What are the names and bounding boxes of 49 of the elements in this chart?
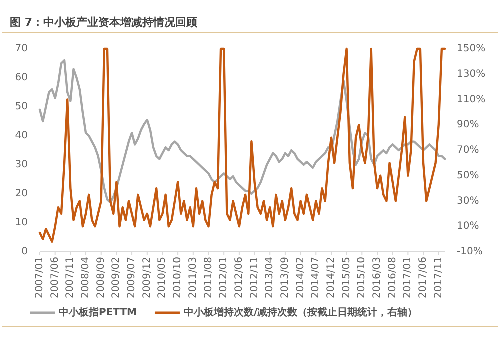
- chart-title: 图 7：中小板产业资本增减持情况回顾: [10, 16, 198, 29]
- x-tick-label: 2011/08: [203, 257, 214, 299]
- x-tick-label: 2014/02: [295, 257, 306, 299]
- x-tick-label: 2012/06: [234, 257, 245, 299]
- x-tick-label: 2013/04: [264, 257, 276, 299]
- y2-tick-label: 70%: [457, 145, 480, 156]
- x-tick-label: 2007/11: [65, 257, 76, 299]
- y2-tick-label: 90%: [457, 120, 480, 131]
- x-tick-label: 2009/12: [142, 257, 153, 299]
- x-tick-label: 2015/05: [341, 257, 352, 299]
- line-series: [38, 60, 446, 204]
- y2-tick-label: 10%: [457, 221, 480, 232]
- x-tick-label: 2012/11: [249, 257, 260, 299]
- y-tick-label: 70: [15, 44, 28, 54]
- x-tick-label: 2017/01: [402, 257, 414, 299]
- x-tick-label: 2009/02: [111, 257, 122, 299]
- x-tick-label: 2008/09: [96, 257, 107, 299]
- legend-label: 中小板增持次数/减持次数（按截止日期统计，右轴）: [184, 306, 418, 318]
- y-tick-label: 20: [15, 188, 28, 200]
- y-tick-label: 60: [15, 72, 28, 84]
- x-tick-label: 2013/09: [280, 257, 291, 299]
- y2-tick-label: 130%: [457, 68, 486, 80]
- y2-tick-label: -10%: [457, 246, 483, 258]
- y-tick-label: 10: [15, 218, 28, 228]
- y2-tick-label: 50%: [457, 170, 480, 182]
- x-tick-label: 2012/01: [218, 257, 230, 299]
- x-tick-label: 2014/07: [310, 257, 322, 299]
- x-tick-label: 2010/10: [172, 257, 184, 299]
- x-tick-label: 2015/10: [356, 257, 368, 299]
- x-tick-label: 2014/12: [326, 257, 337, 299]
- y-tick-label: 40: [15, 130, 28, 142]
- x-tick-label: 2007/06: [50, 257, 61, 299]
- legend-label: 中小板指PETTM: [59, 306, 138, 318]
- x-tick-label: 2017/11: [433, 257, 444, 299]
- x-tick-label: 2016/03: [372, 257, 383, 299]
- x-tick-label: 2007/01: [34, 257, 46, 299]
- y2-tick-label: 30%: [457, 196, 480, 207]
- x-tick-label: 2008/04: [80, 257, 92, 299]
- y-tick-label: 30: [15, 160, 28, 170]
- x-tick-label: 2017/06: [418, 257, 430, 299]
- x-tick-label: 2011/03: [188, 257, 199, 299]
- y-tick-label: 50: [15, 102, 28, 112]
- y-tick-label: 0: [22, 246, 28, 258]
- y2-tick-label: 150%: [457, 44, 486, 54]
- x-tick-label: 2009/07: [126, 257, 138, 299]
- y2-tick-label: 110%: [457, 94, 486, 106]
- x-tick-label: 2010/05: [157, 257, 168, 299]
- x-tick-label: 2016/08: [387, 257, 398, 299]
- line-series: [38, 48, 446, 243]
